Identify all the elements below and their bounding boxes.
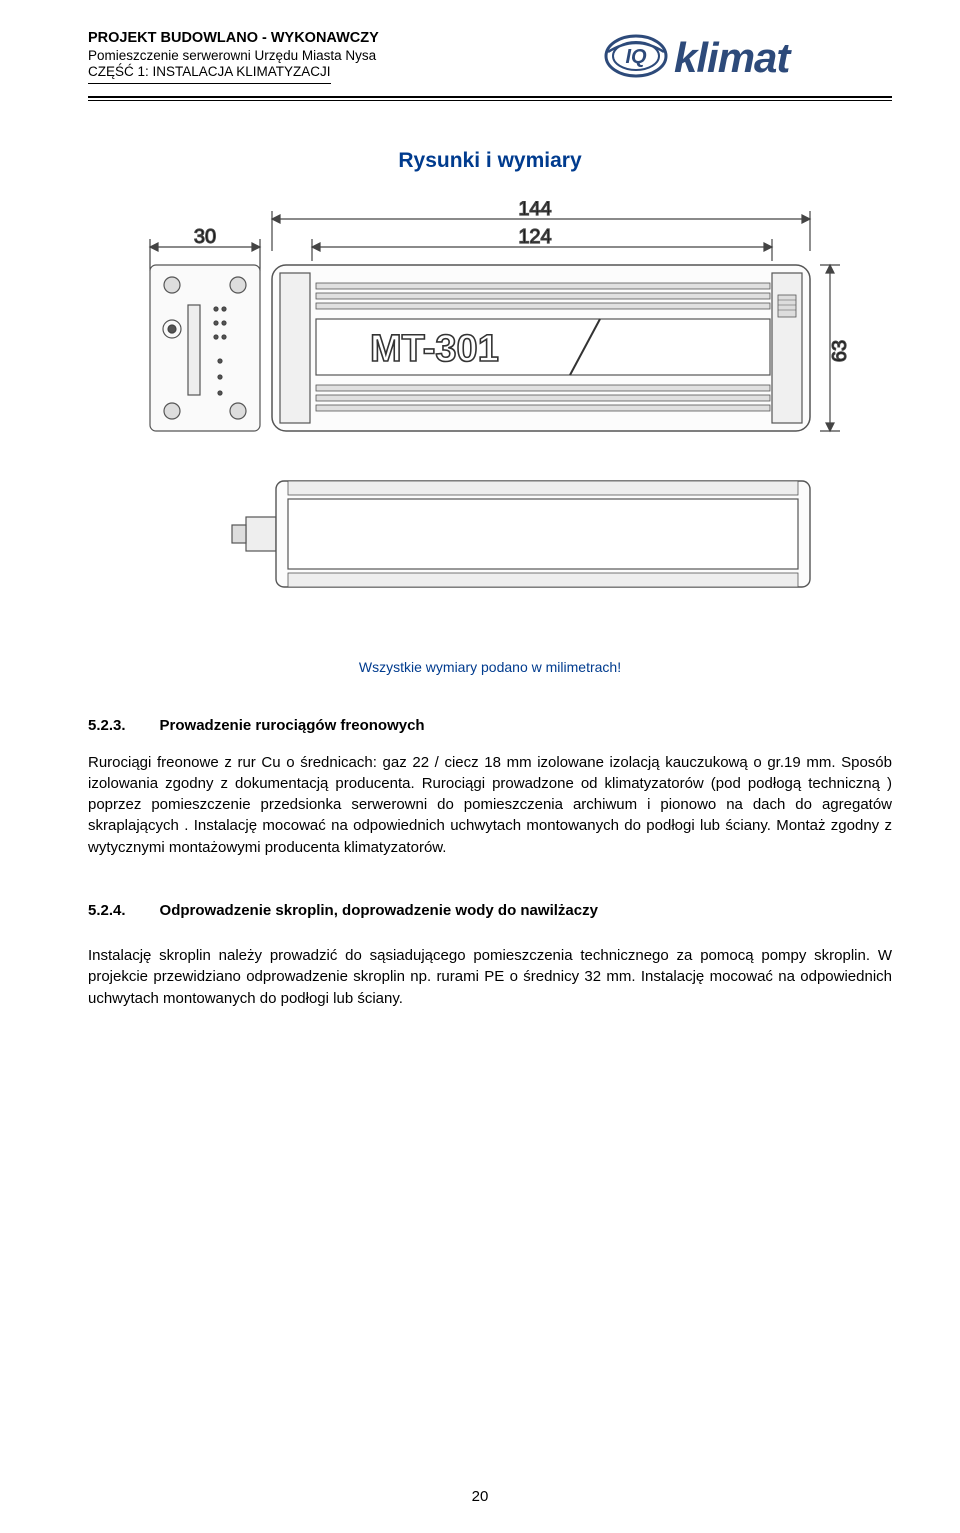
content: Rysunki i wymiary 144 124: [88, 149, 892, 1009]
diagram-side: [130, 469, 850, 599]
dim-30: 30: [194, 226, 216, 248]
brand-logo: IQ klimat: [602, 30, 892, 82]
page-header: PROJEKT BUDOWLANO - WYKONAWCZY Pomieszcz…: [88, 30, 892, 92]
sub524-num: 5.2.4.: [88, 902, 126, 919]
sub523-num: 5.2.3.: [88, 717, 126, 734]
dim-124: 124: [518, 226, 551, 248]
logo-svg: IQ klimat: [602, 30, 892, 82]
svg-text:IQ: IQ: [625, 46, 647, 68]
diagram-caption: Wszystkie wymiary podano w milimetrach!: [88, 659, 892, 675]
subsection-523: 5.2.3. Prowadzenie rurociągów freonowych…: [88, 717, 892, 858]
sub524-para: Instalację skroplin należy prowadzić do …: [88, 945, 892, 1009]
header-sub1: Pomieszczenie serwerowni Urzędu Miasta N…: [88, 48, 602, 63]
dim-144: 144: [518, 201, 551, 220]
diagram-area: 144 124 30 63: [88, 201, 892, 599]
subsection-524: 5.2.4. Odprowadzenie skroplin, doprowadz…: [88, 902, 892, 1009]
device-label: MT-301: [370, 328, 499, 370]
svg-text:klimat: klimat: [674, 34, 792, 81]
sub523-para: Rurociągi freonowe z rur Cu o średnicach…: [88, 752, 892, 858]
sub523-title: Prowadzenie rurociągów freonowych: [160, 717, 425, 734]
page-number: 20: [0, 1488, 960, 1505]
header-sub2: CZĘŚĆ 1: INSTALACJA KLIMATYZACJI: [88, 63, 331, 84]
header-title: PROJEKT BUDOWLANO - WYKONAWCZY: [88, 30, 602, 46]
section-heading: Rysunki i wymiary: [88, 149, 892, 173]
header-left: PROJEKT BUDOWLANO - WYKONAWCZY Pomieszcz…: [88, 30, 602, 84]
dim-63: 63: [829, 339, 850, 361]
header-rule-thick: [88, 96, 892, 98]
diagram-top: 144 124 30 63: [130, 201, 850, 441]
sub524-title: Odprowadzenie skroplin, doprowadzenie wo…: [160, 902, 598, 919]
header-rule-thin: [88, 100, 892, 101]
